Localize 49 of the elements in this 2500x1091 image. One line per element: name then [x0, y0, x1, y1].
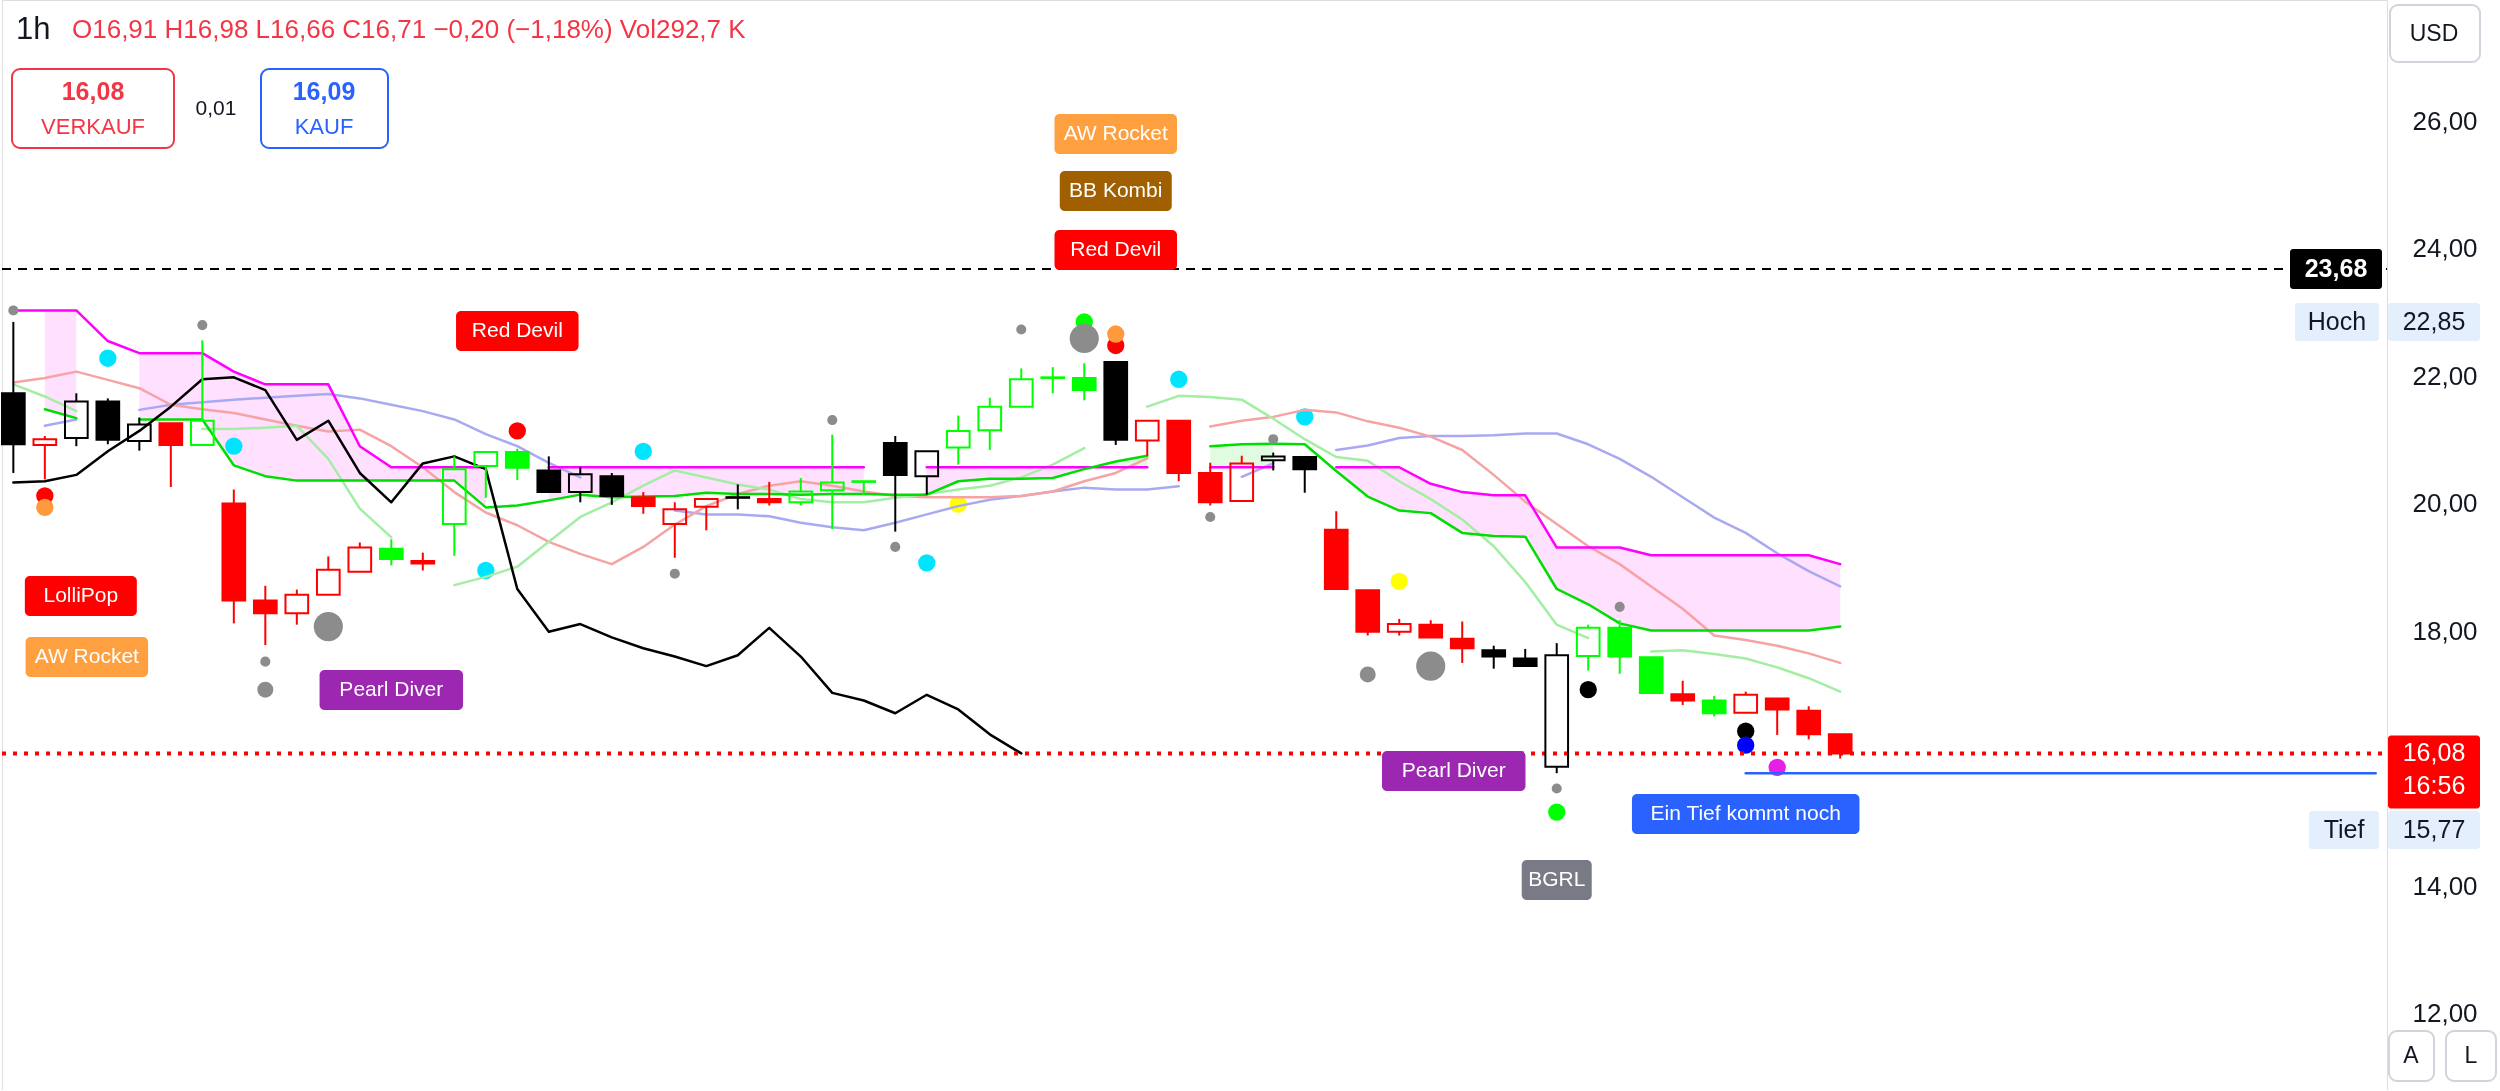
text: USD [2409, 20, 2459, 46]
annotation: 0,01 [195, 96, 237, 119]
point [99, 349, 117, 367]
y-tick-label: 12,00 [2412, 998, 2478, 1029]
chart-title: 1h [16, 11, 51, 46]
candlestick [1071, 362, 1097, 402]
annotation: KAUF [294, 114, 354, 139]
text: A [2403, 1042, 2420, 1068]
y-tick-label: 24,00 [2412, 233, 2478, 264]
annotation: Pearl Diver [339, 677, 444, 700]
annotation: BGRL [1528, 867, 1586, 890]
annotation: AW Rocket [1063, 121, 1169, 144]
point [1737, 722, 1755, 740]
text: L [2464, 1042, 2478, 1068]
text: 22,85 [2402, 307, 2466, 335]
annotation: Red Devil [1070, 237, 1162, 260]
y-tick-label: 26,00 [2412, 105, 2478, 136]
annotation: Tief [2323, 815, 2365, 843]
annotation: 16,09 [292, 77, 356, 105]
ref-line-label: 23,68 [2304, 253, 2368, 282]
candlestick [315, 555, 341, 596]
point [1737, 736, 1755, 754]
point [36, 498, 54, 517]
candlestick [252, 584, 278, 647]
annotation: LolliPop [43, 583, 119, 606]
point [1548, 803, 1566, 821]
annotation: BB Kombi [1069, 178, 1163, 201]
annotation: Hoch [2307, 307, 2367, 335]
y-tick-label: 22,00 [2412, 360, 2478, 391]
candlestick [1638, 656, 1664, 694]
annotation: VERKAUF [41, 114, 145, 139]
annotation: AW Rocket [34, 644, 140, 667]
annotation: Ein Tief kommt noch [1650, 801, 1841, 824]
ref-line-label: 16:56 [2402, 771, 2466, 800]
y-tick-label: 14,00 [2412, 870, 2478, 901]
annotation: O16,91 H16,98 L16,66 C16,71 −0,20 (−1,18%) Vol292,7 K [72, 14, 747, 44]
candlestick [1040, 366, 1066, 395]
text: 15,77 [2402, 815, 2466, 843]
point [1579, 681, 1597, 699]
y-tick-label: 20,00 [2412, 488, 2478, 519]
annotation: 16,08 [61, 77, 125, 105]
candlestick [1607, 619, 1633, 675]
point [1107, 325, 1125, 343]
annotation: Red Devil [471, 318, 563, 341]
candlestick [1, 320, 26, 474]
y-tick-label: 18,00 [2412, 615, 2478, 646]
text: 16,08 [2402, 738, 2466, 767]
annotation: Pearl Diver [1401, 758, 1506, 781]
point [1170, 370, 1188, 388]
